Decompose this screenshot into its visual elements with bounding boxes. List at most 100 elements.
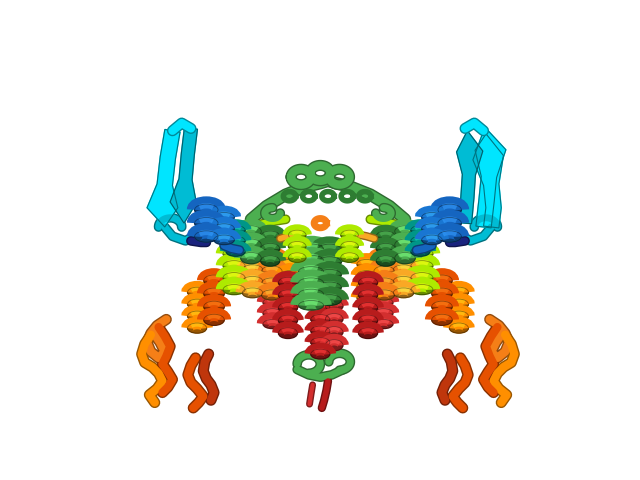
Ellipse shape bbox=[289, 241, 306, 251]
Ellipse shape bbox=[376, 256, 396, 266]
Ellipse shape bbox=[395, 226, 415, 237]
Ellipse shape bbox=[374, 309, 393, 318]
Ellipse shape bbox=[395, 239, 415, 251]
Ellipse shape bbox=[226, 236, 245, 245]
Ellipse shape bbox=[358, 315, 378, 326]
Ellipse shape bbox=[262, 278, 282, 288]
Ellipse shape bbox=[325, 326, 343, 337]
Ellipse shape bbox=[325, 340, 343, 351]
Ellipse shape bbox=[195, 217, 218, 229]
Ellipse shape bbox=[411, 236, 430, 245]
Ellipse shape bbox=[318, 282, 341, 293]
Ellipse shape bbox=[449, 311, 468, 321]
Ellipse shape bbox=[318, 244, 341, 255]
Ellipse shape bbox=[204, 301, 224, 312]
Ellipse shape bbox=[340, 230, 358, 240]
Ellipse shape bbox=[299, 244, 323, 253]
Ellipse shape bbox=[280, 271, 299, 280]
Ellipse shape bbox=[204, 288, 224, 299]
Ellipse shape bbox=[432, 301, 452, 312]
Polygon shape bbox=[147, 130, 180, 227]
Ellipse shape bbox=[241, 226, 261, 237]
Ellipse shape bbox=[241, 252, 261, 264]
Ellipse shape bbox=[278, 277, 298, 288]
Ellipse shape bbox=[422, 224, 442, 233]
Ellipse shape bbox=[340, 241, 358, 251]
Ellipse shape bbox=[340, 253, 358, 263]
Ellipse shape bbox=[438, 231, 461, 242]
Ellipse shape bbox=[311, 303, 330, 313]
Ellipse shape bbox=[449, 287, 468, 297]
Ellipse shape bbox=[223, 249, 245, 259]
Ellipse shape bbox=[299, 300, 323, 310]
Ellipse shape bbox=[226, 226, 245, 235]
Ellipse shape bbox=[299, 278, 323, 288]
Ellipse shape bbox=[195, 231, 218, 242]
Ellipse shape bbox=[263, 276, 282, 286]
Ellipse shape bbox=[223, 261, 245, 271]
Ellipse shape bbox=[325, 300, 343, 312]
Ellipse shape bbox=[438, 217, 461, 229]
Ellipse shape bbox=[289, 230, 306, 240]
Ellipse shape bbox=[260, 243, 280, 254]
Ellipse shape bbox=[280, 259, 299, 269]
Ellipse shape bbox=[243, 276, 263, 286]
Ellipse shape bbox=[358, 302, 378, 313]
Ellipse shape bbox=[223, 273, 245, 283]
Ellipse shape bbox=[299, 289, 323, 299]
Ellipse shape bbox=[374, 276, 393, 286]
Ellipse shape bbox=[204, 314, 224, 325]
Ellipse shape bbox=[393, 253, 413, 263]
Ellipse shape bbox=[262, 254, 282, 264]
Ellipse shape bbox=[241, 239, 261, 251]
Ellipse shape bbox=[411, 249, 433, 259]
Ellipse shape bbox=[374, 254, 394, 264]
Ellipse shape bbox=[311, 314, 330, 324]
Ellipse shape bbox=[374, 278, 394, 288]
Ellipse shape bbox=[374, 287, 393, 296]
Ellipse shape bbox=[278, 302, 298, 313]
Ellipse shape bbox=[411, 285, 433, 295]
Ellipse shape bbox=[188, 323, 207, 333]
Ellipse shape bbox=[299, 266, 323, 276]
Ellipse shape bbox=[376, 243, 396, 254]
Ellipse shape bbox=[395, 252, 415, 264]
Ellipse shape bbox=[374, 290, 394, 300]
Ellipse shape bbox=[278, 315, 298, 326]
Ellipse shape bbox=[195, 204, 218, 216]
Ellipse shape bbox=[262, 266, 282, 276]
Ellipse shape bbox=[289, 253, 306, 263]
Ellipse shape bbox=[280, 282, 299, 291]
Ellipse shape bbox=[374, 298, 393, 307]
Ellipse shape bbox=[318, 257, 341, 267]
Ellipse shape bbox=[411, 247, 430, 256]
Ellipse shape bbox=[226, 247, 245, 256]
Ellipse shape bbox=[432, 288, 452, 299]
Ellipse shape bbox=[357, 271, 376, 280]
Polygon shape bbox=[456, 131, 483, 224]
Ellipse shape bbox=[278, 290, 298, 300]
Ellipse shape bbox=[278, 328, 298, 338]
Ellipse shape bbox=[376, 231, 396, 241]
Ellipse shape bbox=[299, 255, 323, 265]
Ellipse shape bbox=[311, 337, 330, 348]
Ellipse shape bbox=[374, 319, 393, 329]
Polygon shape bbox=[473, 131, 504, 228]
Ellipse shape bbox=[214, 224, 234, 233]
Polygon shape bbox=[170, 128, 197, 223]
Ellipse shape bbox=[358, 277, 378, 288]
Ellipse shape bbox=[204, 275, 224, 286]
Ellipse shape bbox=[357, 259, 376, 269]
Polygon shape bbox=[475, 131, 506, 228]
Ellipse shape bbox=[422, 235, 442, 245]
Ellipse shape bbox=[449, 299, 468, 309]
Ellipse shape bbox=[318, 295, 341, 305]
Ellipse shape bbox=[243, 265, 263, 275]
Ellipse shape bbox=[432, 314, 452, 325]
Ellipse shape bbox=[311, 326, 330, 336]
Ellipse shape bbox=[263, 309, 282, 318]
Ellipse shape bbox=[263, 319, 282, 329]
Ellipse shape bbox=[262, 290, 282, 300]
Ellipse shape bbox=[214, 213, 234, 222]
Ellipse shape bbox=[449, 323, 468, 333]
